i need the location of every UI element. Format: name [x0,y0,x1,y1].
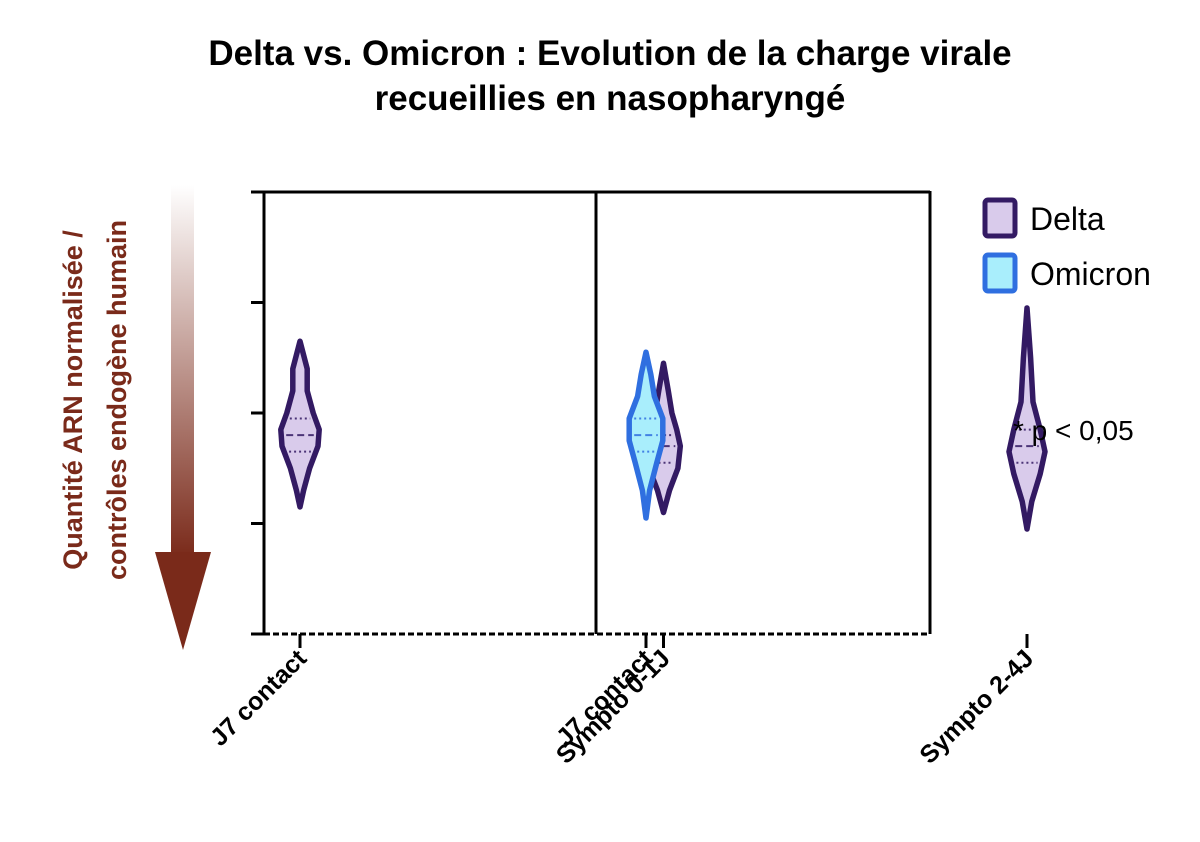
y-axis-label-line-2: contrôles endogène humain [102,220,132,580]
significance-note: * p < 0,05 [1013,415,1134,446]
arrow-head [155,552,211,650]
violin-body [1006,305,1048,532]
legend-label-delta: Delta [1030,201,1105,237]
violin-omicron [626,349,666,521]
y-ticks [251,190,264,636]
violins [278,305,1048,532]
violin-delta [278,338,322,510]
legend-swatch-delta [982,197,1018,239]
x-tick-label: J7 contact [551,644,659,752]
x-tick-label: Sympto 2-4J [914,644,1039,769]
x-ticks [298,634,1029,648]
legend-label-omicron: Omicron [1030,256,1151,292]
y-axis-label-line-1: Quantité ARN normalisée / [58,230,88,570]
x-tick-label: J7 contact [205,644,313,752]
chart-title-line-1: Delta vs. Omicron : Evolution de la char… [208,34,1011,73]
violin-body [278,338,322,510]
legend: Delta Omicron [982,197,1151,294]
y-direction-arrow [155,185,211,650]
plot-frame [262,190,932,636]
chart-title-line-2: recueillies en nasopharyngé [375,79,846,118]
violin-delta [1006,305,1048,532]
legend-swatch-omicron [982,252,1018,294]
arrow-shaft [171,185,194,557]
